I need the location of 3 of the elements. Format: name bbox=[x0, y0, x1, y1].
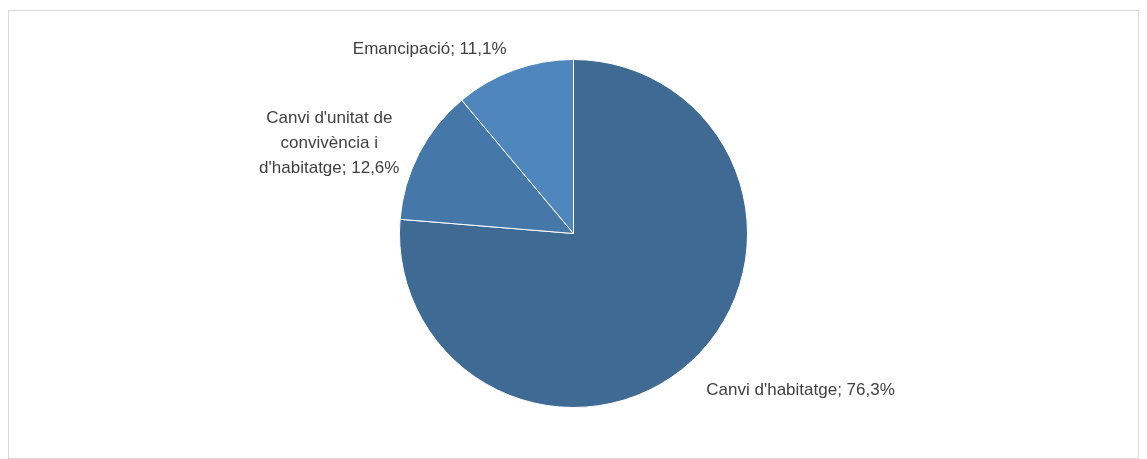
slice-label: Canvi d'habitatge; 76,3% bbox=[706, 379, 895, 399]
slice-label: Emancipació; 11,1% bbox=[352, 38, 507, 58]
slice-label: Canvi d'unitat de convivència i d'habitatge; 12,6% bbox=[259, 108, 400, 178]
